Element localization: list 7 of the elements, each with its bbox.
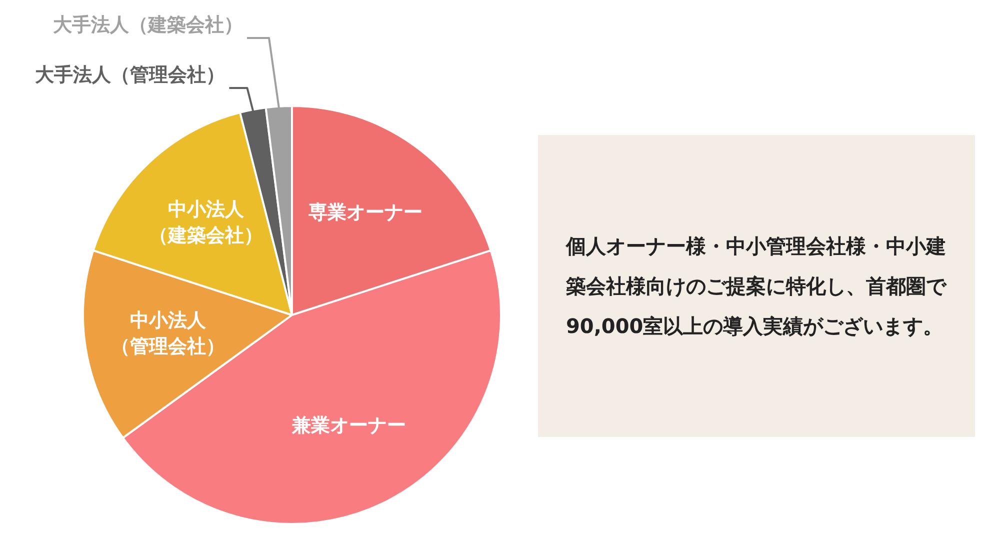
slice-label: 中小法人（建築会社） bbox=[149, 198, 264, 247]
slice-label: 大手法人（建築会社） bbox=[53, 14, 243, 36]
text: 個人オーナー様・中小管理会社様・中小建築会社様向けのご提案に特化し、首都圏で90,000室以上の導入実績がございます。 bbox=[538, 135, 975, 437]
slice-label: 大手法人（管理会社） bbox=[35, 64, 226, 86]
slice-label: 専業オーナー bbox=[308, 201, 423, 224]
slice-label: 中小法人（管理会社） bbox=[111, 310, 226, 358]
slice-label: 兼業オーナー bbox=[290, 414, 406, 437]
